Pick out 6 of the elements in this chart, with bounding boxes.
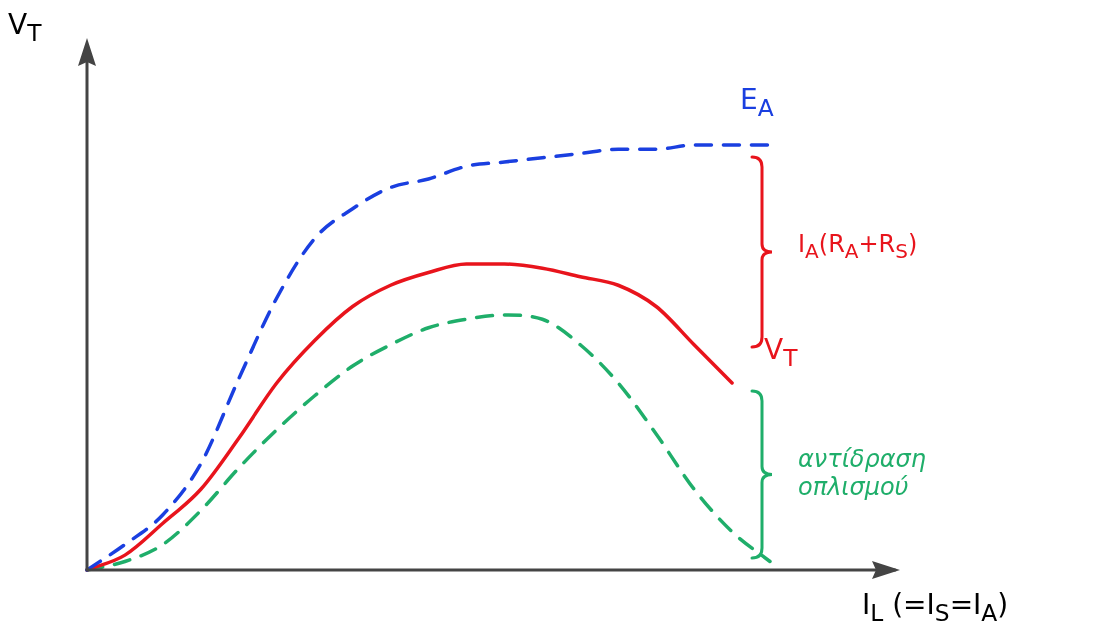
x-axis-title: I$_{L}$ (=I$_{S}$=I$_{A}$) [862, 588, 1009, 627]
text: I$_{A}$(R$_{A}$+R$_{S}$) [798, 230, 918, 263]
y-axis-title: V$_{T}$ [8, 8, 42, 47]
series-label: V$_{T}$ [764, 333, 798, 372]
text: αντίδραση οπλισμού [798, 444, 927, 501]
series-label: E$_{A}$ [740, 83, 774, 122]
